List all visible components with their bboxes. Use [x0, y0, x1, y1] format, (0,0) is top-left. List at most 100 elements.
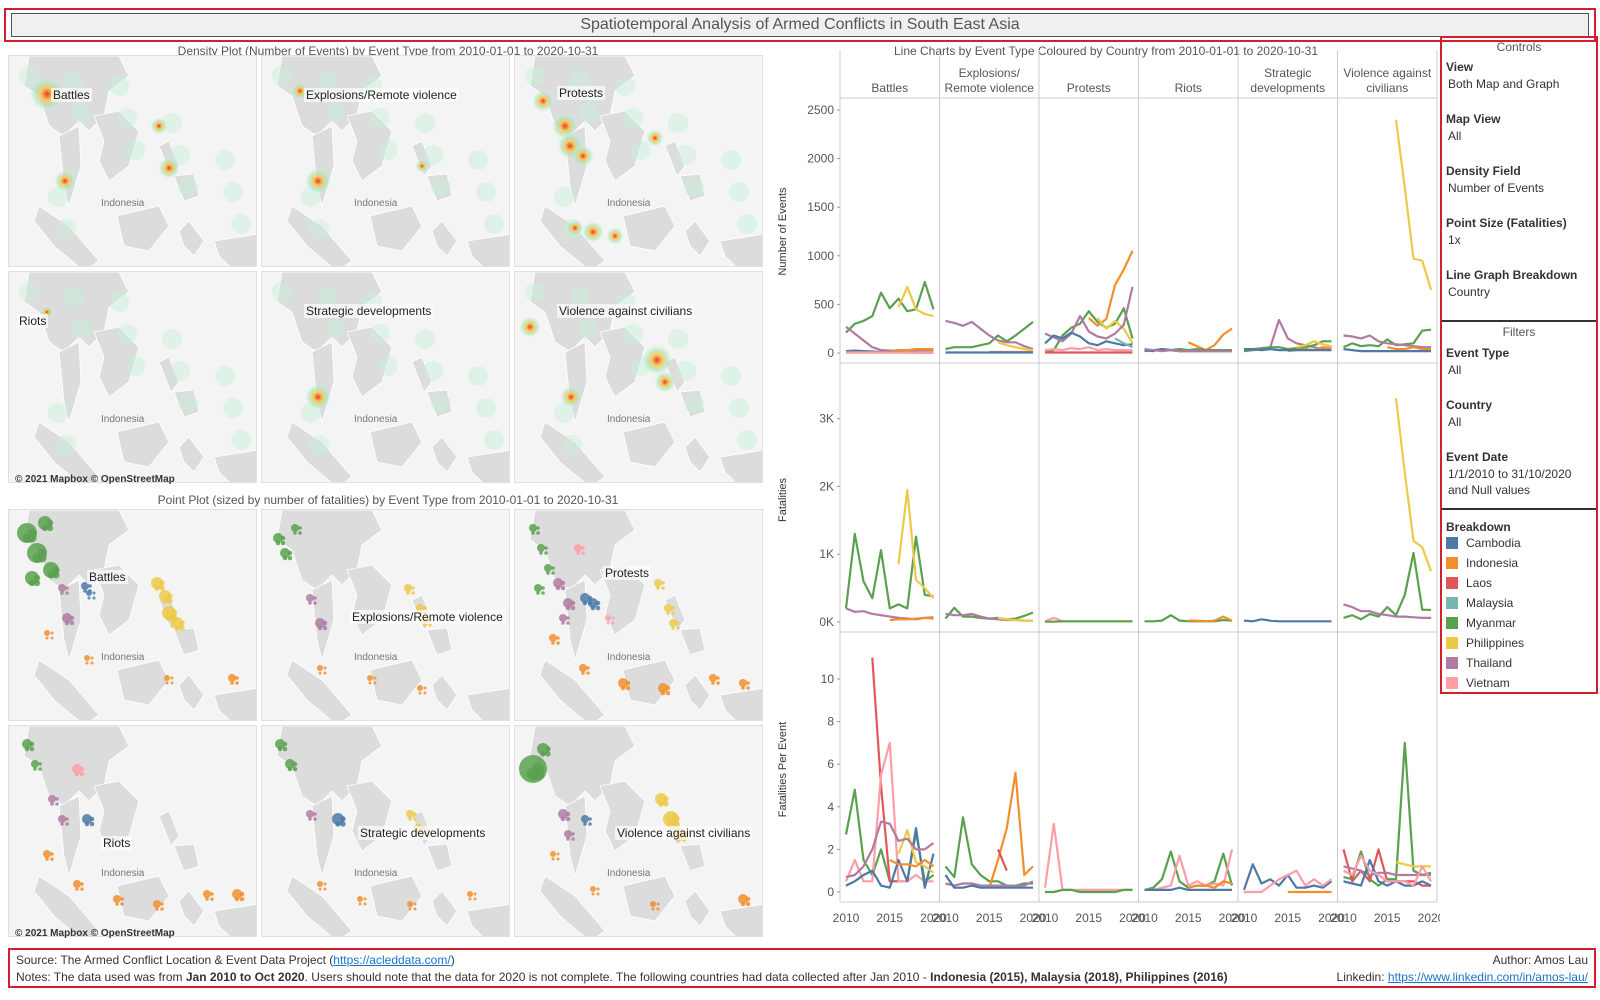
density-map-protests[interactable]: Protests Indonesia: [514, 55, 763, 267]
series-line-cambodia-riots[interactable]: [1144, 886, 1233, 891]
series-line-myanmar-violence-against-civilians[interactable]: [1343, 551, 1432, 621]
point-map-violence-against-civilians[interactable]: Violence against civilians Indonesia: [514, 725, 763, 937]
country-filter[interactable]: All: [1448, 415, 1462, 429]
legend-item-laos[interactable]: Laos: [1446, 576, 1492, 590]
legend-item-myanmar[interactable]: Myanmar: [1446, 616, 1516, 630]
event-point-indonesia: [656, 902, 660, 906]
series-line-philippines-violence-against-civilians[interactable]: [1394, 398, 1433, 572]
series-line-thailand-riots[interactable]: [1144, 348, 1233, 353]
series-line-indonesia-riots[interactable]: [1188, 880, 1233, 889]
series-line-vietnam-protests[interactable]: [1043, 822, 1133, 891]
series-line-vietnam-battles[interactable]: [844, 741, 934, 883]
series-line-thailand-protests[interactable]: [1044, 286, 1134, 343]
series-line-indonesia-violence-against-civilians[interactable]: [1387, 346, 1431, 351]
land-shape: [679, 843, 706, 872]
series-line-myanmar-battles[interactable]: [844, 788, 935, 883]
series-line-cambodia-strategic-developments[interactable]: [1244, 348, 1332, 352]
series-line-cambodia-strategic-developments[interactable]: [1243, 618, 1332, 623]
series-line-myanmar-battles[interactable]: [844, 532, 934, 610]
series-line-laos-battles[interactable]: [871, 657, 899, 883]
point-map-protests[interactable]: Protests Indonesia: [514, 509, 763, 721]
legend-item-malaysia[interactable]: Malaysia: [1446, 596, 1513, 610]
legend-item-vietnam[interactable]: Vietnam: [1446, 676, 1510, 690]
series-line-cambodia-explosions-remote-violence[interactable]: [944, 874, 1034, 889]
series-line-cambodia-violence-against-civilians[interactable]: [1343, 348, 1432, 353]
y-tick-label: 3K: [819, 412, 834, 426]
series-line-vietnam-protests[interactable]: [1044, 346, 1133, 352]
legend-item-philippines[interactable]: Philippines: [1446, 636, 1524, 650]
map-canvas: [272, 272, 509, 482]
series-line-philippines-battles[interactable]: [897, 488, 935, 600]
map-view-select[interactable]: All: [1448, 129, 1462, 143]
column-header-label: Riots: [1174, 81, 1202, 95]
density-map-explosions-remote-violence[interactable]: Explosions/Remote violence Indonesia: [261, 55, 510, 267]
point-map-battles[interactable]: Battles Indonesia: [8, 509, 257, 721]
density-map-violence-against-civilians[interactable]: Violence against civilians Indonesia: [514, 271, 763, 483]
series-line-thailand-explosions-remote-violence[interactable]: [945, 880, 1034, 887]
event-point-philippines: [666, 611, 670, 615]
series-line-philippines-explosions-remote-violence[interactable]: [997, 616, 1033, 622]
series-line-philippines-violence-against-civilians[interactable]: [1395, 861, 1431, 868]
series-line-vietnam-strategic-developments[interactable]: [1244, 869, 1333, 894]
series-line-thailand-violence-against-civilians[interactable]: [1343, 334, 1432, 349]
series-line-vietnam-riots[interactable]: [1144, 849, 1234, 891]
series-line-indonesia-explosions-remote-violence[interactable]: [988, 771, 1034, 889]
density-map-riots[interactable]: Riots Indonesia: [8, 271, 257, 483]
density-hotspot: [560, 386, 582, 408]
series-line-thailand-battles[interactable]: [845, 820, 935, 879]
series-line-indonesia-riots[interactable]: [1187, 327, 1233, 352]
linkedin-link[interactable]: https://www.linkedin.com/in/amos-lau/: [1387, 970, 1588, 984]
event-type-filter[interactable]: All: [1448, 363, 1462, 377]
line-breakdown-select[interactable]: Country: [1448, 285, 1491, 299]
series-line-myanmar-explosions-remote-violence[interactable]: [945, 321, 1034, 351]
point-map-explosions-remote-violence[interactable]: Explosions/Remote violence Indonesia: [261, 509, 510, 721]
series-line-indonesia-battles[interactable]: [889, 858, 935, 868]
event-point-indonesia: [323, 882, 327, 886]
event-point-myanmar: [545, 751, 551, 757]
density-glow: [223, 182, 243, 202]
series-line-myanmar-battles[interactable]: [845, 280, 935, 334]
view-select[interactable]: Both Map and Graph: [1448, 77, 1560, 91]
series-line-thailand-violence-against-civilians[interactable]: [1343, 865, 1432, 877]
density-map-strategic-developments[interactable]: Strategic developments Indonesia: [261, 271, 510, 483]
series-line-thailand-explosions-remote-violence[interactable]: [945, 319, 1034, 351]
event-point-philippines: [661, 586, 665, 590]
point-map-strategic-developments[interactable]: Strategic developments Indonesia: [261, 725, 510, 937]
series-line-vietnam-violence-against-civilians[interactable]: [1343, 854, 1432, 887]
series-line-indonesia-protests[interactable]: [1088, 250, 1134, 327]
series-line-indonesia-battles[interactable]: [889, 348, 934, 353]
series-line-laos-explosions-remote-violence[interactable]: [996, 848, 1008, 872]
series-line-thailand-battles[interactable]: [845, 325, 934, 353]
series-line-philippines-violence-against-civilians[interactable]: [1394, 119, 1433, 291]
series-line-myanmar-protests[interactable]: [1045, 888, 1133, 894]
density-field-select[interactable]: Number of Events: [1448, 181, 1545, 195]
series-line-cambodia-protests[interactable]: [1044, 331, 1133, 347]
series-line-myanmar-violence-against-civilians[interactable]: [1343, 328, 1432, 349]
acled-link[interactable]: https://acleddata.com/: [333, 953, 451, 967]
event-point-philippines: [428, 623, 432, 627]
series-line-philippines-battles[interactable]: [897, 829, 935, 874]
legend-item-thailand[interactable]: Thailand: [1446, 656, 1512, 670]
series-line-cambodia-violence-against-civilians[interactable]: [1343, 858, 1432, 887]
density-map-battles[interactable]: Battles Indonesia: [8, 55, 257, 267]
series-line-indonesia-battles[interactable]: [889, 616, 934, 622]
series-line-cambodia-strategic-developments[interactable]: [1242, 863, 1333, 891]
indonesia-place-label: Indonesia: [354, 868, 398, 879]
series-line-philippines-battles[interactable]: [897, 285, 934, 318]
event-point-philippines: [663, 796, 669, 802]
event-date-filter[interactable]: 1/1/2010 to 31/10/2020 and Null values: [1448, 467, 1572, 497]
series-line-cambodia-battles[interactable]: [845, 827, 935, 889]
series-line-philippines-strategic-developments[interactable]: [1296, 340, 1332, 349]
series-line-malaysia-protests[interactable]: [1114, 337, 1133, 349]
series-line-philippines-protests[interactable]: [1096, 317, 1134, 344]
legend-item-indonesia[interactable]: Indonesia: [1446, 556, 1518, 570]
event-point-philippines: [162, 598, 168, 604]
series-line-thailand-strategic-developments[interactable]: [1243, 318, 1332, 352]
filters-panel: Filters Event Type All Country All Event…: [1442, 320, 1596, 510]
series-line-philippines-explosions-remote-violence[interactable]: [997, 341, 1034, 352]
series-line-thailand-violence-against-civilians[interactable]: [1343, 603, 1432, 619]
point-map-riots[interactable]: Riots Indonesia: [8, 725, 257, 937]
series-line-indonesia-riots[interactable]: [1188, 615, 1233, 623]
point-size-select[interactable]: 1x: [1448, 233, 1461, 247]
legend-item-cambodia[interactable]: Cambodia: [1446, 536, 1521, 550]
